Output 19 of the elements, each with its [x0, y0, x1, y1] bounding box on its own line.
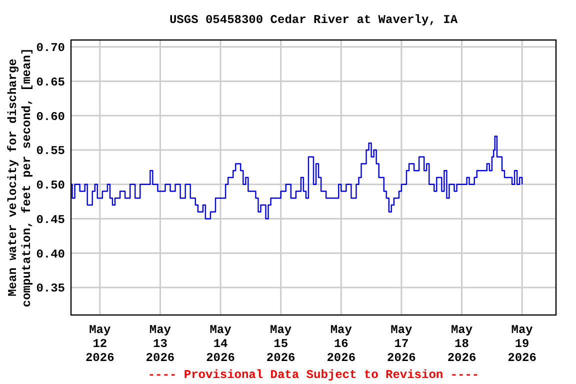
x-tick-label: May 19 2026 [508, 323, 536, 365]
x-tick-label: May 17 2026 [387, 323, 416, 365]
y-tick-label: 0.55 [36, 144, 65, 158]
x-tick-label: May 18 2026 [447, 323, 476, 365]
y-tick-label: 0.70 [36, 41, 65, 56]
x-tick-label: May 15 2026 [266, 323, 296, 365]
y-tick-label: 0.65 [36, 75, 65, 90]
y-tick-label: 0.40 [36, 247, 65, 262]
x-tick-label: May 13 2026 [146, 323, 175, 365]
text: ---- Provisional Data Subject to Revision ---- [148, 368, 480, 382]
x-tick-label: May 14 2026 [206, 323, 235, 365]
y-tick-label: 0.60 [36, 110, 65, 124]
y-tick-label: 0.50 [36, 178, 65, 193]
y-tick-label: 0.35 [36, 282, 65, 296]
y-axis-title: Mean water velocity for discharge computation, feet per second, [mean] [6, 48, 34, 308]
x-tick-label: May 12 2026 [85, 323, 114, 365]
x-tick-label: May 16 2026 [326, 323, 356, 365]
chart-title: USGS 05458300 Cedar River at Waverly, IA [169, 13, 458, 27]
y-tick-label: 0.45 [36, 212, 65, 227]
